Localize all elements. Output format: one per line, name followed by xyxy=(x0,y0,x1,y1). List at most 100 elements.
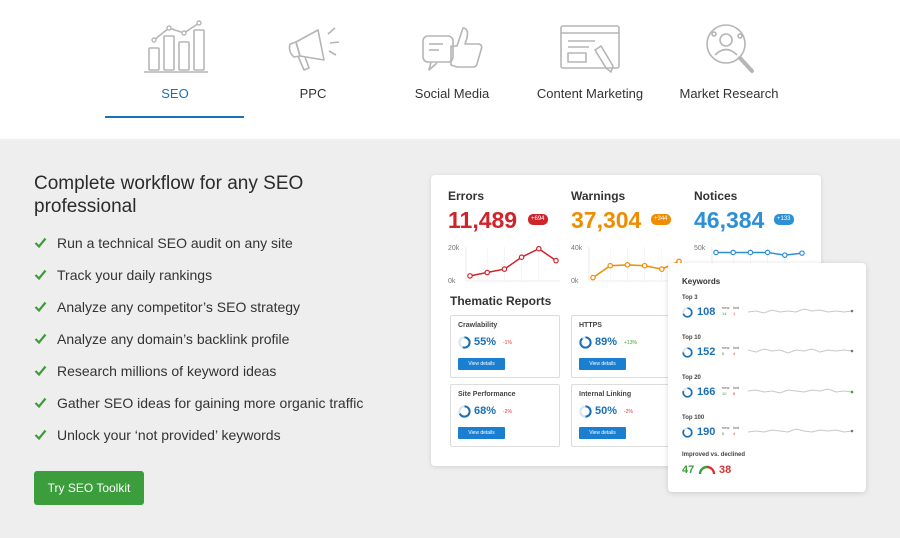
progress-ring-icon xyxy=(458,336,471,349)
trend-point xyxy=(467,273,473,279)
trend-point xyxy=(641,262,648,269)
trend-line xyxy=(469,247,557,277)
declined-count: 38 xyxy=(719,464,732,476)
axis-top-label: 50k xyxy=(694,245,706,252)
feature-text: Track your daily rankings xyxy=(57,267,213,283)
progress-ring-icon xyxy=(682,387,693,398)
thematic-card-https: HTTPS 89% +13% View details xyxy=(571,315,681,378)
keyword-bucket-label: Top 10 xyxy=(682,335,701,341)
keyword-bucket-label: Top 20 xyxy=(682,375,701,381)
tab-content-marketing[interactable]: Content Marketing xyxy=(520,14,660,118)
keyword-count: 152 xyxy=(697,346,716,358)
checkmark-icon xyxy=(34,301,47,312)
feature-item: Research millions of keyword ideas xyxy=(34,361,363,393)
keyword-row-top3: Top 3 108 new lost 14 1 xyxy=(682,295,858,331)
thematic-delta: -1% xyxy=(503,340,512,346)
errors-trend-chart: 20k 0k xyxy=(448,245,560,285)
metric-label: Notices xyxy=(694,189,738,203)
product-tabs: SEO PPC Social Media xyxy=(0,0,900,140)
trend-point xyxy=(799,250,805,256)
lost-label: lost xyxy=(733,345,740,350)
checkmark-icon xyxy=(34,237,47,248)
keyword-trend-sparkline xyxy=(748,428,854,433)
trend-point xyxy=(484,269,491,276)
view-details-button[interactable]: View details xyxy=(458,427,505,439)
progress-ring-icon xyxy=(579,405,592,418)
panel-heading: Complete workflow for any SEO profession… xyxy=(34,173,304,217)
feature-item: Analyze any competitor’s SEO strategy xyxy=(34,297,363,329)
new-count: 10 xyxy=(722,391,727,396)
keyword-count: 166 xyxy=(697,386,716,398)
try-seo-toolkit-button[interactable]: Try SEO Toolkit xyxy=(34,471,144,505)
ring-fill xyxy=(682,427,693,438)
feature-text: Research millions of keyword ideas xyxy=(57,363,277,379)
keyword-trend-sparkline xyxy=(748,388,854,394)
trend-point xyxy=(659,266,665,272)
lost-count: 8 xyxy=(733,391,736,396)
ring-fill xyxy=(458,405,471,418)
new-label: new xyxy=(722,385,730,390)
thematic-name: Site Performance xyxy=(458,391,516,398)
keyword-row-top20: Top 20 166 new lost 10 8 xyxy=(682,375,858,411)
lost-label: lost xyxy=(733,305,740,310)
feature-text: Analyze any domain’s backlink profile xyxy=(57,331,290,347)
tab-ppc[interactable]: PPC xyxy=(243,14,383,118)
metric-label: Errors xyxy=(448,189,485,203)
new-count: 14 xyxy=(722,311,727,316)
progress-ring-icon xyxy=(682,347,693,358)
new-count: 8 xyxy=(722,351,725,356)
warnings-trend-chart: 40k 0k xyxy=(571,245,683,285)
feature-text: Run a technical SEO audit on any site xyxy=(57,235,293,251)
keyword-trend-sparkline xyxy=(748,348,854,354)
tab-label: PPC xyxy=(299,86,327,101)
metric-value: 11,489 xyxy=(448,207,518,233)
thematic-card-site-performance: Site Performance 68% -2% View details xyxy=(450,384,560,447)
new-label: new xyxy=(722,425,730,430)
view-details-button[interactable]: View details xyxy=(579,427,626,439)
thematic-reports-title: Thematic Reports xyxy=(450,294,552,308)
ring-fill xyxy=(682,387,693,398)
lost-count: 4 xyxy=(733,351,736,356)
thematic-delta: +13% xyxy=(624,340,637,346)
keyword-bucket-label: Top 3 xyxy=(682,295,698,301)
tab-label: Market Research xyxy=(679,86,779,101)
axis-top-label: 20k xyxy=(448,245,460,252)
axis-bottom-label: 0k xyxy=(571,278,579,285)
tab-label: Social Media xyxy=(414,86,490,101)
feature-item: Track your daily rankings xyxy=(34,265,363,297)
seo-panel: Complete workflow for any SEO profession… xyxy=(0,139,900,538)
lost-count: 1 xyxy=(733,311,736,316)
feature-text: Gather SEO ideas for gaining more organi… xyxy=(57,395,364,411)
metric-badge: +344 xyxy=(651,214,671,225)
lost-count: 4 xyxy=(733,431,736,436)
thematic-card-internal-linking: Internal Linking 50% -2% View details xyxy=(571,384,681,447)
trend-line xyxy=(592,260,680,279)
progress-ring-icon xyxy=(579,336,592,349)
megaphone-icon xyxy=(288,27,340,71)
trend-point xyxy=(590,274,596,281)
tab-social-media[interactable]: Social Media xyxy=(382,14,522,118)
keyword-row-top100: Top 100 190 new lost 8 4 xyxy=(682,415,858,451)
view-details-button[interactable]: View details xyxy=(579,358,626,370)
metric-label: Warnings xyxy=(571,189,626,203)
progress-ring-icon xyxy=(682,307,693,318)
checkmark-icon xyxy=(34,429,47,440)
thematic-delta: -2% xyxy=(503,409,512,415)
tab-seo[interactable]: SEO xyxy=(105,14,245,118)
tab-market-research[interactable]: Market Research xyxy=(659,14,799,118)
metric-errors: Errors 11,489 +694 xyxy=(448,189,568,235)
trend-point xyxy=(730,249,737,256)
metric-notices: Notices 46,384 +133 xyxy=(694,189,814,235)
feature-item: Analyze any domain’s backlink profile xyxy=(34,329,363,361)
thematic-delta: -2% xyxy=(624,409,633,415)
feature-item: Run a technical SEO audit on any site xyxy=(34,233,363,265)
trend-point xyxy=(501,266,508,272)
tab-label: SEO xyxy=(161,86,189,101)
keyword-row-top10: Top 10 152 new lost 8 4 xyxy=(682,335,858,371)
bar-chart-icon xyxy=(144,20,208,73)
view-details-button[interactable]: View details xyxy=(458,358,505,370)
ring-fill xyxy=(682,307,693,318)
checkmark-icon xyxy=(34,269,47,280)
lost-label: lost xyxy=(733,385,740,390)
thematic-card-crawlability: Crawlability 55% -1% View details xyxy=(450,315,560,378)
